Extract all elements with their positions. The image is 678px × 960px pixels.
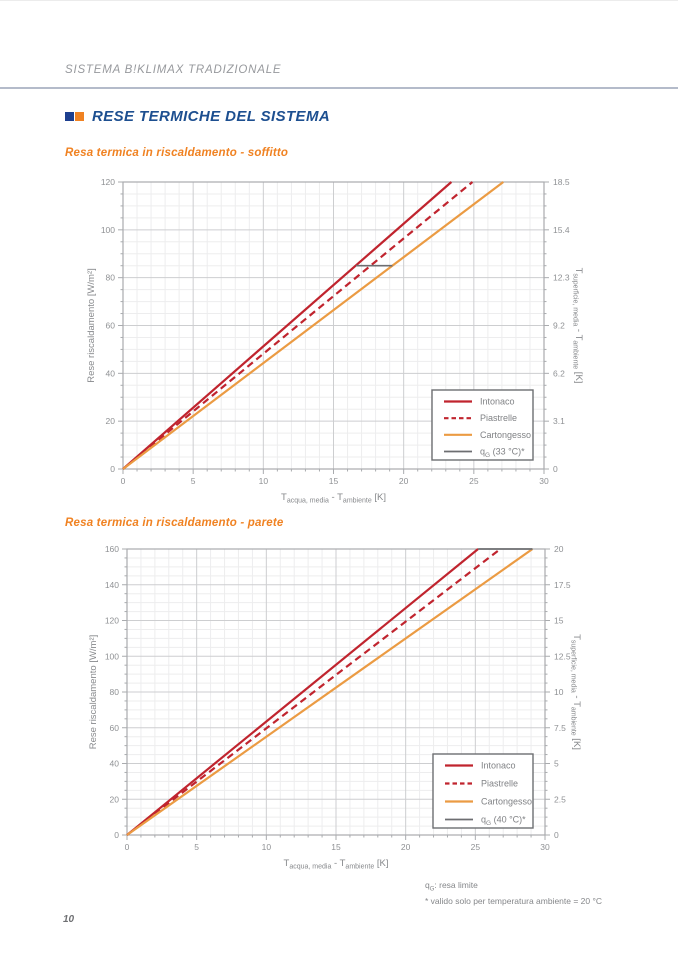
legend-label-cartongesso: Cartongesso (480, 430, 531, 440)
svg-text:140: 140 (105, 580, 119, 590)
svg-text:100: 100 (101, 225, 115, 235)
x-axis-label: Tacqua, media - Tambiente [K] (284, 858, 389, 871)
svg-text:0: 0 (121, 476, 126, 486)
svg-text:25: 25 (471, 842, 481, 852)
svg-text:20: 20 (401, 842, 411, 852)
svg-text:20: 20 (554, 544, 564, 554)
svg-text:20: 20 (110, 794, 120, 804)
legend: Intonaco Piastrelle Cartongesso qG (33 °C)* (431, 389, 534, 461)
svg-text:20: 20 (399, 476, 409, 486)
svg-text:17.5: 17.5 (554, 580, 571, 590)
svg-text:2.5: 2.5 (554, 794, 566, 804)
legend-label-piastrelle: Piastrelle (480, 413, 517, 423)
legend-label-intonaco: Intonaco (481, 761, 516, 771)
footnote: qG: resa limite * valido solo per temper… (425, 880, 602, 907)
svg-text:25: 25 (469, 476, 479, 486)
svg-text:15: 15 (329, 476, 339, 486)
series-intonaco (122, 181, 453, 470)
series-piastrelle (126, 548, 502, 836)
chart-title-parete: Resa termica in riscaldamento - parete (65, 517, 284, 529)
legend-label-qg-33-c: qG (33 °C)* (480, 447, 525, 460)
x-axis-label: Tacqua, media - Tambiente [K] (281, 492, 386, 505)
svg-text:0: 0 (114, 830, 119, 840)
svg-text:30: 30 (540, 842, 550, 852)
svg-text:40: 40 (110, 759, 120, 769)
chart-title-soffitto: Resa termica in riscaldamento - soffitto (65, 147, 289, 159)
footnote-line-1: qG: resa limite (425, 880, 602, 896)
header-divider (0, 87, 678, 89)
section-heading: RESE TERMICHE DEL SISTEMA (65, 108, 330, 125)
svg-text:40: 40 (106, 368, 116, 378)
axis-ticks (118, 181, 549, 474)
footnote-line-2: * valido solo per temperatura ambiente =… (425, 895, 603, 906)
svg-text:20: 20 (106, 416, 116, 426)
series-cartongesso (122, 181, 504, 470)
svg-text:9.2: 9.2 (553, 321, 565, 331)
axis-ticks (122, 548, 550, 840)
svg-text:0: 0 (125, 842, 130, 852)
svg-text:0: 0 (554, 830, 559, 840)
y-axis-label-right: Tsuperficie, media - Tambiente [K] (570, 634, 583, 750)
svg-text:15: 15 (331, 842, 341, 852)
svg-text:10: 10 (262, 842, 272, 852)
legend-label-qg-40-c: qG (40 °C)* (481, 815, 526, 828)
svg-text:30: 30 (539, 476, 549, 486)
svg-text:60: 60 (106, 321, 116, 331)
header-title: SISTEMA B!KLIMAX TRADIZIONALE (65, 64, 282, 76)
svg-text:120: 120 (101, 177, 115, 187)
footnote-symbol-sub: G (429, 886, 435, 893)
svg-text:80: 80 (110, 687, 120, 697)
svg-text:12.5: 12.5 (554, 651, 571, 661)
series-cartongesso (126, 548, 534, 836)
svg-text:80: 80 (106, 273, 116, 283)
svg-text:10: 10 (259, 476, 269, 486)
svg-text:18.5: 18.5 (553, 177, 570, 187)
page-number: 10 (63, 914, 75, 925)
svg-text:6.2: 6.2 (553, 368, 565, 378)
svg-text:5: 5 (194, 842, 199, 852)
svg-text:5: 5 (554, 759, 559, 769)
orange-square-icon (75, 112, 84, 121)
legend-label-intonaco: Intonaco (480, 397, 515, 407)
blue-square-icon (65, 112, 74, 121)
svg-text:60: 60 (110, 723, 120, 733)
y-axis-label-left: Rese riscaldamento [W/m²] (86, 268, 97, 383)
svg-text:0: 0 (553, 464, 558, 474)
legend-label-cartongesso: Cartongesso (481, 797, 532, 807)
y-axis-label-right: Tsuperficie, media - Tambiente [K] (572, 268, 585, 384)
legend-label-piastrelle: Piastrelle (481, 779, 518, 789)
svg-text:5: 5 (191, 476, 196, 486)
series-piastrelle (122, 181, 474, 470)
svg-text:3.1: 3.1 (553, 416, 565, 426)
svg-text:12.3: 12.3 (553, 273, 570, 283)
legend: Intonaco Piastrelle Cartongesso qG (40 °C)* (432, 753, 534, 829)
footnote-symbol-rest: : resa limite (434, 880, 478, 890)
series-intonaco (126, 548, 479, 836)
y-axis-label-left: Rese riscaldamento [W/m²] (88, 635, 99, 750)
svg-text:7.5: 7.5 (554, 723, 566, 733)
footnote-symbol: q (425, 880, 430, 890)
svg-text:15: 15 (554, 616, 564, 626)
svg-text:0: 0 (110, 464, 115, 474)
svg-text:100: 100 (105, 651, 119, 661)
svg-text:120: 120 (105, 616, 119, 626)
svg-text:15.4: 15.4 (553, 225, 570, 235)
section-title: RESE TERMICHE DEL SISTEMA (92, 108, 331, 125)
svg-text:160: 160 (105, 544, 119, 554)
svg-text:10: 10 (554, 687, 564, 697)
